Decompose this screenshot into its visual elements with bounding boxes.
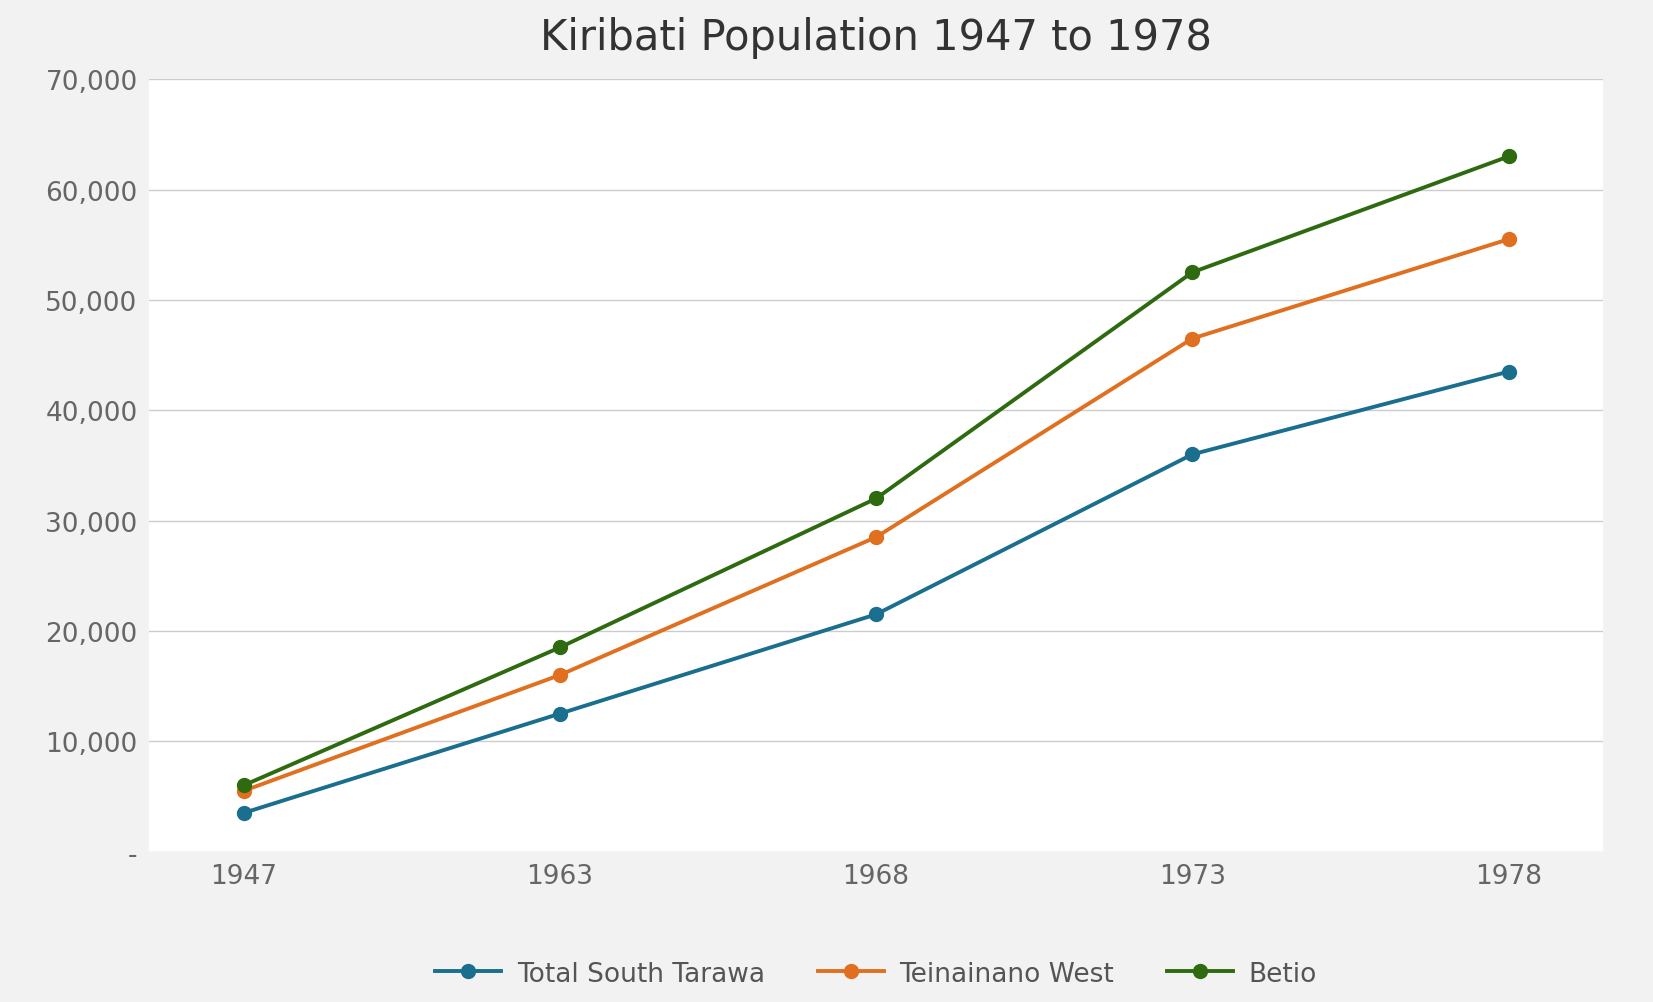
- Line: Teinainano West: Teinainano West: [236, 233, 1516, 798]
- Betio: [866, 493, 886, 505]
- Total South Tarawa: [1182, 449, 1202, 461]
- Teinainano West: [1499, 233, 1519, 245]
- Betio: [233, 780, 253, 792]
- Betio: [1499, 151, 1519, 163]
- Line: Total South Tarawa: Total South Tarawa: [236, 366, 1516, 820]
- Line: Betio: Betio: [236, 150, 1516, 793]
- Total South Tarawa: [233, 808, 253, 820]
- Teinainano West: [550, 669, 570, 681]
- Teinainano West: [1182, 333, 1202, 345]
- Teinainano West: [233, 786, 253, 798]
- Teinainano West: [866, 531, 886, 543]
- Title: Kiribati Population 1947 to 1978: Kiribati Population 1947 to 1978: [541, 17, 1212, 59]
- Total South Tarawa: [866, 608, 886, 620]
- Betio: [550, 641, 570, 653]
- Total South Tarawa: [550, 707, 570, 719]
- Betio: [1182, 267, 1202, 279]
- Legend: Total South Tarawa, Teinainano West, Betio: Total South Tarawa, Teinainano West, Bet…: [425, 950, 1327, 998]
- Total South Tarawa: [1499, 366, 1519, 378]
